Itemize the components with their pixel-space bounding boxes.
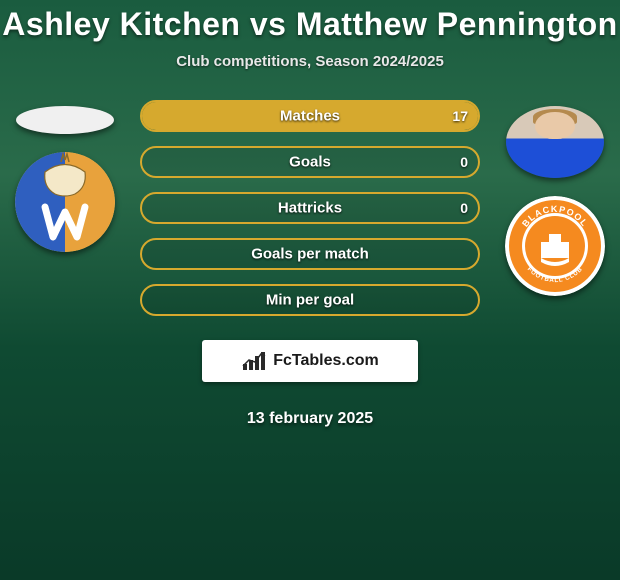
brand-chart-icon <box>241 350 267 372</box>
stat-value-right: 0 <box>460 200 468 216</box>
mansfield-logo-icon <box>15 152 115 252</box>
stats-column: Matches17Goals0Hattricks0Goals per match… <box>120 100 500 428</box>
stat-bar: Goals per match <box>140 238 480 270</box>
blackpool-logo-icon: BLACKPOOL FOOTBALL CLUB <box>505 196 605 296</box>
stat-bar: Min per goal <box>140 284 480 316</box>
player-right-column: BLACKPOOL FOOTBALL CLUB <box>500 100 610 296</box>
stat-bar: Goals0 <box>140 146 480 178</box>
comparison-infographic: Ashley Kitchen vs Matthew Pennington Clu… <box>0 0 620 580</box>
stat-label: Goals per match <box>142 246 478 263</box>
page-subtitle: Club competitions, Season 2024/2025 <box>0 53 620 70</box>
player-right-photo <box>506 106 604 178</box>
brand-box: FcTables.com <box>202 340 418 382</box>
stat-bar: Matches17 <box>140 100 480 132</box>
stat-label: Min per goal <box>142 292 478 309</box>
brand-text: FcTables.com <box>273 352 379 370</box>
stat-bar: Hattricks0 <box>140 192 480 224</box>
stat-value-right: 17 <box>452 108 468 124</box>
stat-label: Goals <box>142 154 478 171</box>
team-left-logo <box>15 152 115 252</box>
stat-value-right: 0 <box>460 154 468 170</box>
stat-label: Matches <box>142 108 478 125</box>
stat-label: Hattricks <box>142 200 478 217</box>
player-left-photo <box>16 106 114 134</box>
player-left-column <box>10 100 120 252</box>
team-right-logo: BLACKPOOL FOOTBALL CLUB <box>505 196 605 296</box>
content-row: Matches17Goals0Hattricks0Goals per match… <box>0 100 620 428</box>
page-title: Ashley Kitchen vs Matthew Pennington <box>0 6 620 43</box>
infographic-date: 13 february 2025 <box>247 410 373 428</box>
